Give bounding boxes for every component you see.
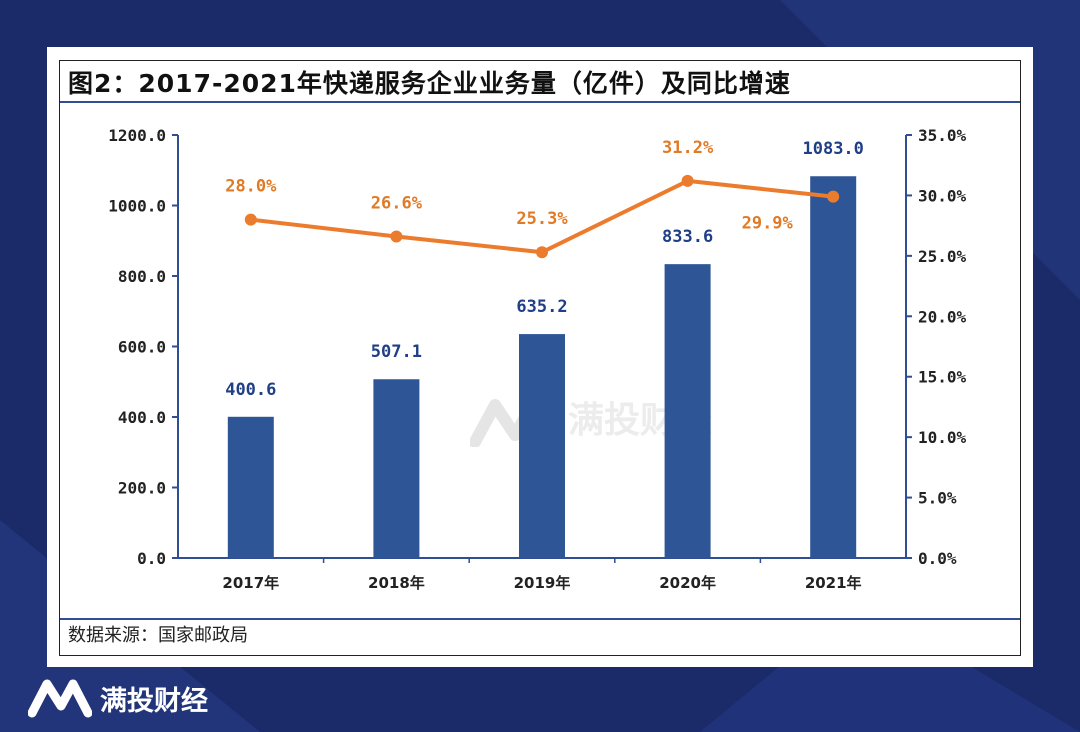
x-category-label: 2017年 bbox=[222, 574, 279, 592]
y-left-tick-label: 1200.0 bbox=[108, 126, 166, 145]
y-right-tick-label: 30.0% bbox=[918, 186, 967, 205]
y-left-tick-label: 400.0 bbox=[118, 408, 166, 427]
x-category-label: 2018年 bbox=[368, 574, 425, 592]
title-divider bbox=[60, 101, 1020, 103]
y-left-tick-label: 200.0 bbox=[118, 479, 166, 498]
chart-title: 图2：2017-2021年快递服务企业业务量（亿件）及同比增速 bbox=[68, 69, 791, 98]
y-right-tick-label: 15.0% bbox=[918, 368, 967, 387]
brand-logo: 满投财经 bbox=[28, 676, 208, 720]
y-left-tick-label: 600.0 bbox=[118, 338, 166, 357]
bar-value-label: 507.1 bbox=[371, 342, 422, 362]
y-left-tick-label: 0.0 bbox=[137, 549, 166, 568]
bar-value-label: 400.6 bbox=[225, 380, 276, 400]
source-note: 数据来源：国家邮政局 bbox=[68, 625, 248, 646]
bar-value-label: 833.6 bbox=[662, 227, 713, 247]
growth-value-label: 31.2% bbox=[662, 138, 714, 158]
y-left-tick-label: 800.0 bbox=[118, 267, 166, 286]
growth-value-label: 29.9% bbox=[742, 214, 794, 234]
brand-logo-icon bbox=[28, 679, 92, 718]
source-divider bbox=[60, 618, 1020, 620]
x-category-label: 2020年 bbox=[659, 574, 716, 592]
y-right-tick-label: 35.0% bbox=[918, 126, 967, 145]
brand-name: 满投财经 bbox=[100, 685, 208, 717]
growth-point-2018年 bbox=[390, 230, 403, 243]
growth-point-2017年 bbox=[244, 213, 257, 226]
y-right-tick-label: 20.0% bbox=[918, 307, 967, 326]
x-category-label: 2019年 bbox=[514, 574, 571, 592]
y-right-tick-label: 5.0% bbox=[918, 489, 957, 508]
y-left-tick-label: 1000.0 bbox=[108, 197, 166, 216]
growth-value-label: 28.0% bbox=[225, 177, 277, 197]
chart-plot: 0.0 200.0 400.0 600.0 800.0 1000.0 1200.0 0.0% 5… bbox=[108, 126, 967, 592]
y-right-tick-label: 10.0% bbox=[918, 428, 967, 447]
bar-value-label: 1083.0 bbox=[802, 139, 863, 159]
bar-2017年 bbox=[227, 416, 274, 558]
growth-point-2021年 bbox=[827, 190, 840, 203]
bar-2020年 bbox=[664, 264, 711, 558]
bar-2021年 bbox=[810, 176, 857, 558]
growth-value-label: 25.3% bbox=[516, 209, 568, 229]
chart-panel: 图2：2017-2021年快递服务企业业务量（亿件）及同比增速 满投财经 0.0… bbox=[59, 60, 1021, 656]
bar-2019年 bbox=[519, 334, 565, 558]
x-category-label: 2021年 bbox=[805, 574, 862, 592]
bar-value-label: 635.2 bbox=[516, 297, 567, 317]
y-right-tick-label: 0.0% bbox=[918, 549, 957, 568]
y-right-tick-label: 25.0% bbox=[918, 247, 967, 266]
growth-point-2020年 bbox=[681, 174, 694, 187]
bar-2018年 bbox=[373, 379, 420, 558]
chart-card: 图2：2017-2021年快递服务企业业务量（亿件）及同比增速 满投财经 0.0… bbox=[47, 47, 1033, 667]
growth-point-2019年 bbox=[536, 246, 548, 259]
growth-value-label: 26.6% bbox=[371, 194, 423, 214]
